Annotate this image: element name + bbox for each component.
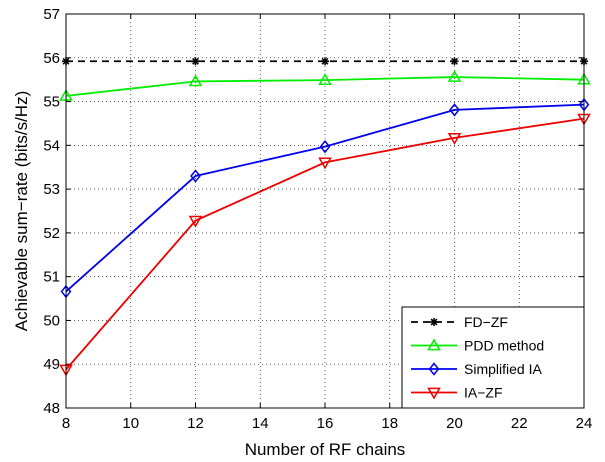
data-point-marker	[188, 215, 203, 228]
series-line	[65, 103, 585, 293]
data-series	[59, 57, 591, 377]
legend-item: FD−ZF	[411, 314, 508, 330]
y-tick-label: 55	[43, 94, 60, 111]
star-stroke	[430, 318, 438, 326]
star-stroke	[451, 57, 458, 65]
y-tick-label: 53	[43, 181, 60, 198]
data-point-marker	[188, 74, 203, 87]
y-tick-label: 52	[43, 225, 60, 242]
data-point-marker	[449, 103, 460, 117]
data-point-marker	[450, 57, 459, 66]
data-point-marker	[190, 169, 201, 183]
legend-item: Simplified IA	[411, 361, 542, 377]
x-axis-title: Number of RF chains	[245, 440, 406, 459]
x-tick-label: 16	[317, 415, 334, 432]
series-line	[65, 76, 585, 97]
x-tick-label: 8	[62, 415, 70, 432]
legend-label: Simplified IA	[464, 361, 542, 377]
y-tick-label: 49	[43, 356, 60, 373]
data-point-marker	[430, 318, 438, 326]
y-tick-label: 50	[43, 312, 60, 329]
star-stroke	[192, 57, 199, 65]
x-tick-label: 22	[511, 415, 528, 432]
data-point-marker	[428, 362, 440, 376]
data-point-marker	[427, 338, 441, 351]
x-tick-label: 18	[381, 415, 398, 432]
y-tick-label: 56	[43, 50, 60, 67]
data-point-marker	[447, 70, 462, 82]
x-tick-label: 10	[122, 415, 139, 432]
y-tick-label: 51	[43, 269, 60, 286]
legend-label: FD−ZF	[464, 314, 508, 330]
y-tick-label: 54	[43, 137, 60, 154]
legend-item: PDD method	[411, 338, 544, 354]
series-line	[65, 117, 585, 371]
x-tick-labels: 8 10 12 14 16 18 20 22 24	[62, 415, 593, 432]
data-point-marker	[318, 157, 332, 170]
legend-label: IA−ZF	[464, 385, 503, 401]
x-tick-label: 14	[252, 415, 269, 432]
y-axis-title: Achievable sum−rate (bits/s/Hz)	[12, 91, 31, 331]
series-pdd-method	[59, 70, 591, 101]
legend-item: IA−ZF	[411, 385, 503, 401]
grid-lines	[66, 14, 584, 408]
y-tick-labels: 48 49 50 51 52 53 54 55 56 57	[43, 6, 60, 417]
y-tick-label: 48	[43, 400, 60, 417]
data-point-marker	[321, 57, 329, 66]
data-point-marker	[447, 133, 462, 145]
data-point-marker	[318, 73, 332, 85]
star-stroke	[321, 57, 329, 65]
x-tick-label: 12	[187, 415, 204, 432]
y-tick-label: 57	[43, 6, 60, 23]
data-point-marker	[191, 57, 200, 66]
legend: FD−ZF PDD method Simplified IA IA−ZF	[401, 306, 585, 409]
x-tick-label: 20	[446, 415, 463, 432]
plot-frame	[65, 13, 585, 409]
x-tick-label: 24	[576, 415, 593, 432]
data-point-marker	[319, 139, 331, 154]
legend-label: PDD method	[464, 338, 544, 354]
data-point-marker	[427, 387, 441, 400]
